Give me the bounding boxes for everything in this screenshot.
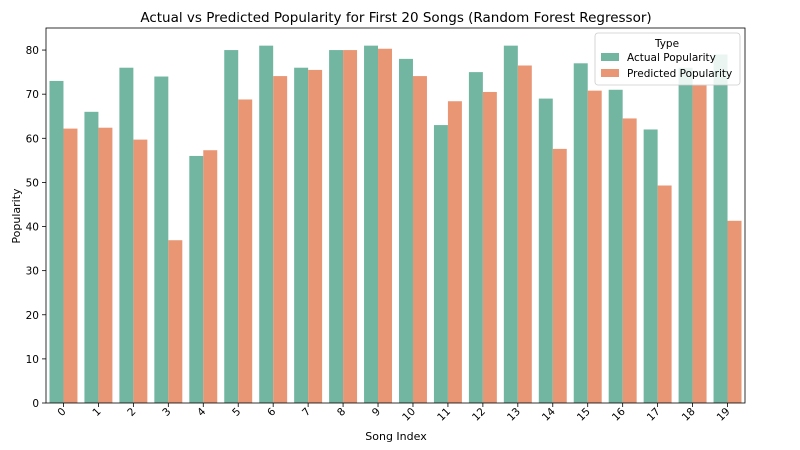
y-tick-label: 80 bbox=[26, 45, 39, 57]
bar-predicted-16 bbox=[622, 118, 637, 404]
bar-predicted-18 bbox=[692, 85, 707, 404]
x-tick-label: 8 bbox=[335, 406, 348, 419]
x-axis: 0 1 2 3 4 5 6 7 8 9 10 11 12 13 14 15 16 17 18 19 bbox=[55, 403, 733, 424]
x-tick-label: 13 bbox=[505, 406, 523, 424]
x-tick-label: 0 bbox=[55, 406, 68, 419]
x-tick-label: 2 bbox=[125, 406, 138, 419]
bar-predicted-8 bbox=[343, 50, 358, 403]
legend-label-predicted: Predicted Popularity bbox=[627, 68, 732, 80]
bar-predicted-13 bbox=[517, 65, 532, 403]
bar-actual-0 bbox=[49, 80, 64, 404]
bar-actual-13 bbox=[503, 45, 518, 403]
x-tick-label: 11 bbox=[435, 406, 453, 424]
x-tick-label: 12 bbox=[470, 406, 488, 424]
bar-actual-12 bbox=[468, 72, 483, 403]
legend-label-actual: Actual Popularity bbox=[627, 52, 716, 64]
x-tick-label: 16 bbox=[610, 405, 628, 423]
y-tick-label: 50 bbox=[26, 177, 39, 189]
bar-actual-11 bbox=[433, 125, 448, 403]
x-tick-label: 18 bbox=[680, 406, 698, 424]
x-axis-label: Song Index bbox=[365, 430, 427, 443]
x-tick-label: 6 bbox=[265, 405, 278, 418]
bars-layer bbox=[49, 45, 742, 404]
bar-actual-18 bbox=[678, 67, 693, 404]
legend-swatch-actual bbox=[601, 53, 619, 61]
bar-predicted-19 bbox=[727, 220, 742, 403]
bar-predicted-4 bbox=[203, 150, 218, 403]
y-tick-label: 0 bbox=[32, 398, 39, 410]
x-tick-label: 5 bbox=[230, 406, 243, 419]
x-tick-label: 19 bbox=[715, 406, 733, 424]
bar-actual-8 bbox=[329, 50, 344, 403]
bar-predicted-1 bbox=[98, 127, 113, 404]
bar-predicted-9 bbox=[378, 48, 393, 404]
chart-title: Actual vs Predicted Popularity for First… bbox=[140, 10, 651, 26]
y-tick-label: 40 bbox=[26, 222, 39, 234]
bar-predicted-5 bbox=[238, 99, 253, 404]
x-tick-label: 4 bbox=[195, 405, 208, 418]
bar-actual-1 bbox=[84, 111, 99, 403]
x-tick-label: 15 bbox=[575, 406, 593, 424]
bar-actual-2 bbox=[119, 67, 134, 404]
bar-actual-3 bbox=[154, 76, 169, 403]
bar-actual-14 bbox=[538, 98, 553, 404]
bar-predicted-3 bbox=[168, 240, 183, 403]
x-tick-label: 9 bbox=[370, 406, 383, 419]
bar-predicted-10 bbox=[412, 76, 427, 404]
bar-actual-5 bbox=[224, 50, 239, 403]
legend-box bbox=[594, 32, 741, 86]
bar-actual-9 bbox=[364, 45, 379, 403]
x-tick-label: 17 bbox=[645, 406, 663, 424]
bar-predicted-2 bbox=[133, 139, 148, 403]
bar-predicted-0 bbox=[63, 128, 78, 403]
bar-actual-7 bbox=[294, 67, 309, 404]
x-tick-label: 14 bbox=[540, 405, 558, 423]
x-tick-label: 3 bbox=[160, 406, 173, 419]
bar-actual-6 bbox=[259, 45, 274, 403]
bar-actual-4 bbox=[189, 155, 204, 403]
bar-predicted-14 bbox=[552, 148, 567, 403]
y-tick-label: 20 bbox=[26, 310, 39, 322]
bar-actual-10 bbox=[398, 58, 413, 403]
y-tick-label: 60 bbox=[26, 133, 39, 145]
y-axis: 0 10 20 30 40 50 60 70 80 bbox=[26, 45, 46, 410]
y-tick-label: 10 bbox=[26, 354, 39, 366]
legend-title: Type bbox=[654, 38, 679, 50]
bar-actual-15 bbox=[573, 63, 588, 403]
legend-swatch-predicted bbox=[601, 69, 619, 77]
bar-actual-17 bbox=[643, 129, 658, 403]
bar-actual-19 bbox=[713, 54, 728, 404]
bar-predicted-7 bbox=[308, 69, 323, 403]
y-axis-label: Popularity bbox=[10, 188, 23, 244]
x-tick-label: 10 bbox=[400, 406, 418, 424]
plot-frame bbox=[45, 27, 746, 404]
bar-predicted-11 bbox=[447, 101, 462, 403]
legend: Type Actual Popularity Predicted Popular… bbox=[594, 32, 741, 86]
bar-predicted-6 bbox=[273, 76, 288, 404]
x-tick-label: 1 bbox=[90, 406, 103, 419]
y-tick-label: 70 bbox=[26, 89, 39, 101]
y-tick-label: 30 bbox=[26, 266, 39, 278]
x-tick-label: 7 bbox=[300, 406, 313, 419]
bar-predicted-12 bbox=[482, 91, 497, 404]
bar-predicted-17 bbox=[657, 185, 672, 403]
bar-predicted-15 bbox=[587, 90, 602, 403]
bar-actual-16 bbox=[608, 89, 623, 403]
